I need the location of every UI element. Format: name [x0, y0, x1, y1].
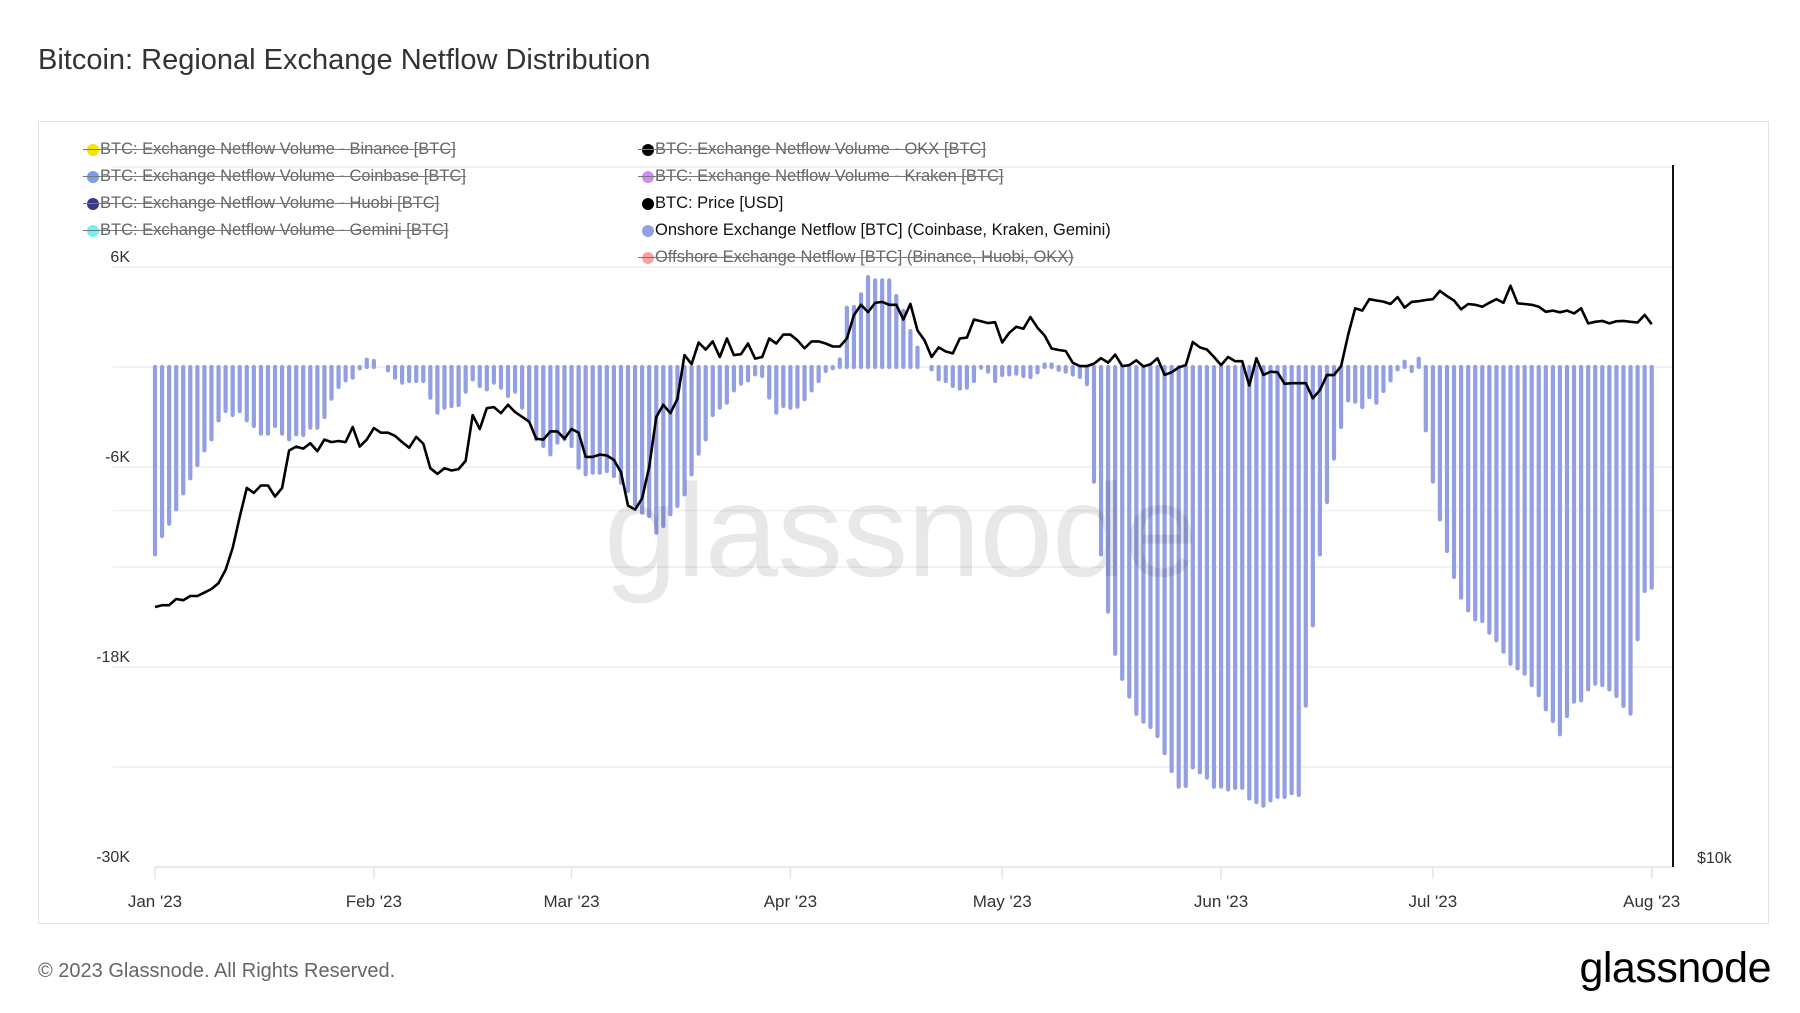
legend-item[interactable]: BTC: Exchange Netflow Volume - Kraken [B… [638, 167, 1004, 186]
legend-dot-icon [638, 251, 658, 264]
legend-item[interactable]: BTC: Exchange Netflow Volume - OKX [BTC] [638, 140, 987, 159]
legend-dot-icon [83, 197, 103, 210]
legend-item[interactable]: BTC: Exchange Netflow Volume - Coinbase … [83, 167, 466, 186]
legend-label: BTC: Exchange Netflow Volume - Huobi [BT… [100, 194, 440, 212]
y-tick-label: 6K [110, 249, 130, 266]
x-tick-label: Feb '23 [346, 892, 402, 911]
legend-label: BTC: Price [USD] [655, 194, 784, 212]
legend-item[interactable]: BTC: Exchange Netflow Volume - Gemini [B… [83, 221, 449, 240]
legend-dot-icon [642, 224, 654, 237]
legend-item[interactable]: BTC: Exchange Netflow Volume - Binance [… [83, 140, 456, 159]
legend-dot-icon [642, 197, 654, 210]
chart-frame [38, 121, 1769, 924]
price-line [154, 284, 1653, 609]
legend-label: BTC: Exchange Netflow Volume - Coinbase … [100, 167, 466, 185]
legend-label: BTC: Exchange Netflow Volume - OKX [BTC] [655, 140, 987, 158]
legend-label: Onshore Exchange Netflow [BTC] (Coinbase… [655, 221, 1111, 239]
legend-dot-icon [638, 143, 658, 156]
y-tick-label: -30K [96, 849, 130, 866]
legend-item[interactable]: BTC: Price [USD] [642, 194, 783, 213]
legend-item[interactable]: Offshore Exchange Netflow [BTC] (Binance… [638, 248, 1074, 267]
y-right-tick-label: $10k [1697, 850, 1733, 867]
x-tick-label: Aug '23 [1623, 892, 1680, 911]
glassnode-logo: glassnode [1579, 944, 1771, 992]
y-tick-label: -6K [105, 449, 130, 466]
legend-label: BTC: Exchange Netflow Volume - Gemini [B… [100, 221, 449, 239]
legend-dot-icon [638, 170, 658, 183]
x-tick-label: Jul '23 [1409, 892, 1458, 911]
legend-dot-icon [83, 224, 103, 237]
y-tick-label: -18K [96, 649, 130, 666]
x-tick-label: Jun '23 [1194, 892, 1248, 911]
legend-dot-icon [83, 143, 103, 156]
x-tick-label: Apr '23 [764, 892, 817, 911]
x-tick-label: May '23 [973, 892, 1032, 911]
legend-label: Offshore Exchange Netflow [BTC] (Binance… [655, 248, 1074, 266]
copyright-footer: © 2023 Glassnode. All Rights Reserved. [38, 960, 396, 982]
chart-title: Bitcoin: Regional Exchange Netflow Distr… [38, 44, 651, 76]
legend-dot-icon [83, 170, 103, 183]
legend-item[interactable]: Onshore Exchange Netflow [BTC] (Coinbase… [642, 221, 1111, 240]
x-tick-label: Mar '23 [543, 892, 599, 911]
legend-item[interactable]: BTC: Exchange Netflow Volume - Huobi [BT… [83, 194, 440, 213]
legend-label: BTC: Exchange Netflow Volume - Kraken [B… [655, 167, 1004, 185]
x-tick-label: Jan '23 [128, 892, 182, 911]
legend-label: BTC: Exchange Netflow Volume - Binance [… [100, 140, 456, 158]
